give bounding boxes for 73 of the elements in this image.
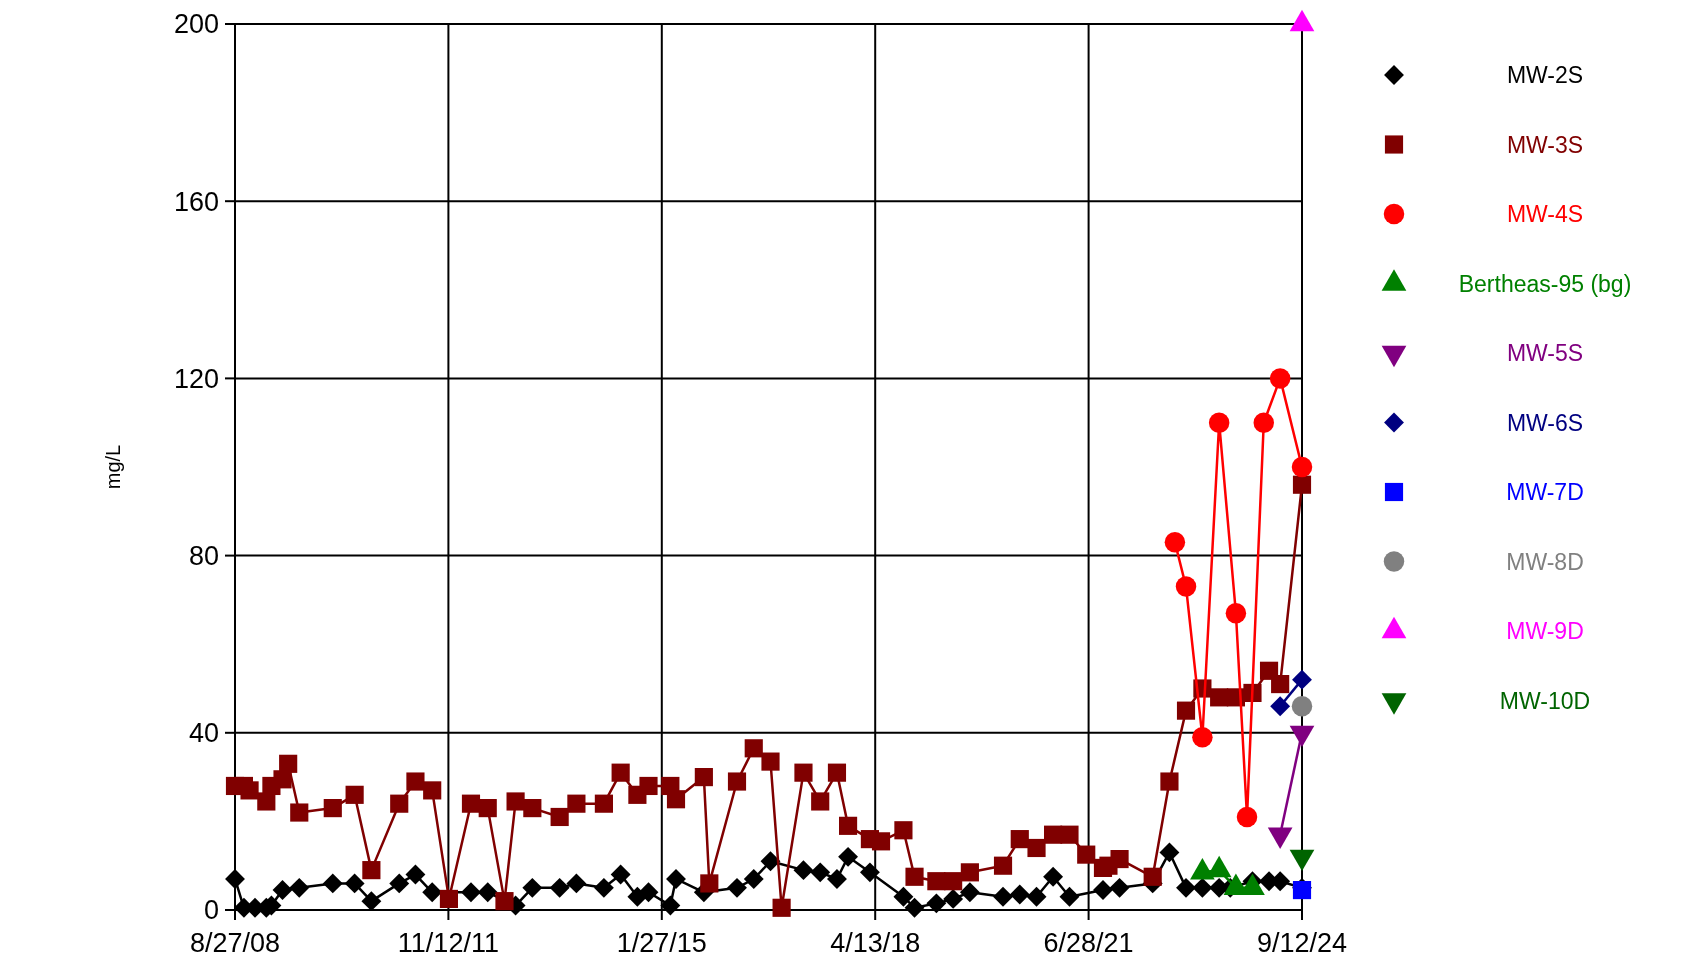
point: [743, 869, 764, 889]
point: [566, 873, 587, 894]
y-tick-label: 80: [188, 541, 219, 572]
point: [1270, 696, 1291, 717]
point: [405, 864, 426, 885]
point: [926, 893, 947, 914]
y-tick-label: 120: [173, 363, 219, 394]
point: [727, 877, 747, 898]
text: MW-5S: [1506, 340, 1584, 367]
text: MW-10D: [1499, 687, 1591, 714]
point: [522, 877, 543, 898]
text: MW-8D: [1506, 548, 1584, 575]
point: [1192, 727, 1213, 748]
point: [593, 877, 614, 898]
point: [810, 862, 831, 883]
point: [1009, 884, 1030, 905]
point: [1059, 886, 1080, 907]
point: [389, 873, 410, 894]
text: MW-3S: [1506, 131, 1584, 158]
x-tick-label: 1/27/15: [616, 928, 707, 958]
point: [322, 873, 343, 894]
x-tick-label: 6/28/21: [1043, 928, 1134, 958]
point: [1236, 806, 1258, 828]
point: [666, 869, 686, 889]
point: [1225, 602, 1247, 624]
x-tick-label: 4/13/18: [830, 928, 921, 958]
point: [272, 880, 293, 901]
point: [477, 882, 498, 903]
point: [959, 882, 980, 903]
point: [361, 891, 382, 912]
point: [859, 862, 880, 883]
point: [1192, 877, 1213, 898]
point: [1208, 412, 1230, 433]
point: [1159, 842, 1180, 863]
point: [610, 864, 631, 885]
point: [893, 886, 914, 907]
point: [344, 873, 365, 894]
x-tick-label: 8/27/08: [189, 928, 281, 958]
point: [1164, 532, 1186, 553]
point: [1269, 368, 1291, 389]
point: [760, 851, 781, 872]
text: MW-9D: [1506, 618, 1584, 645]
point: [1026, 886, 1047, 907]
y-tick-label: 40: [188, 718, 219, 749]
text: MW-7D: [1506, 479, 1584, 506]
point: [638, 882, 659, 903]
point: [1093, 880, 1113, 901]
point: [904, 897, 925, 918]
y-tick-label: 200: [173, 9, 219, 40]
point: [827, 869, 847, 889]
point: [422, 882, 443, 903]
y-tick-label: 160: [173, 186, 219, 217]
point: [660, 895, 681, 916]
point: [1175, 576, 1197, 597]
legend-label: Bertheas-95 (bg): [1458, 270, 1632, 297]
text: MW-4S: [1506, 201, 1584, 228]
point: [1253, 412, 1275, 433]
y-axis-title: mg/L: [102, 444, 124, 490]
point: [549, 877, 570, 898]
text: MW-6S: [1506, 409, 1584, 436]
point: [289, 877, 310, 898]
point: [461, 882, 481, 903]
y-tick-label: 0: [203, 895, 219, 926]
point: [1043, 866, 1064, 887]
point: [838, 846, 859, 867]
point: [993, 886, 1013, 907]
point: [1176, 877, 1196, 898]
x-tick-label: 11/12/11: [397, 928, 499, 958]
x-tick-label: 9/12/24: [1256, 928, 1348, 958]
point: [793, 860, 814, 881]
point: [1109, 877, 1130, 898]
text: MW-2S: [1506, 62, 1584, 89]
point: [943, 888, 964, 909]
